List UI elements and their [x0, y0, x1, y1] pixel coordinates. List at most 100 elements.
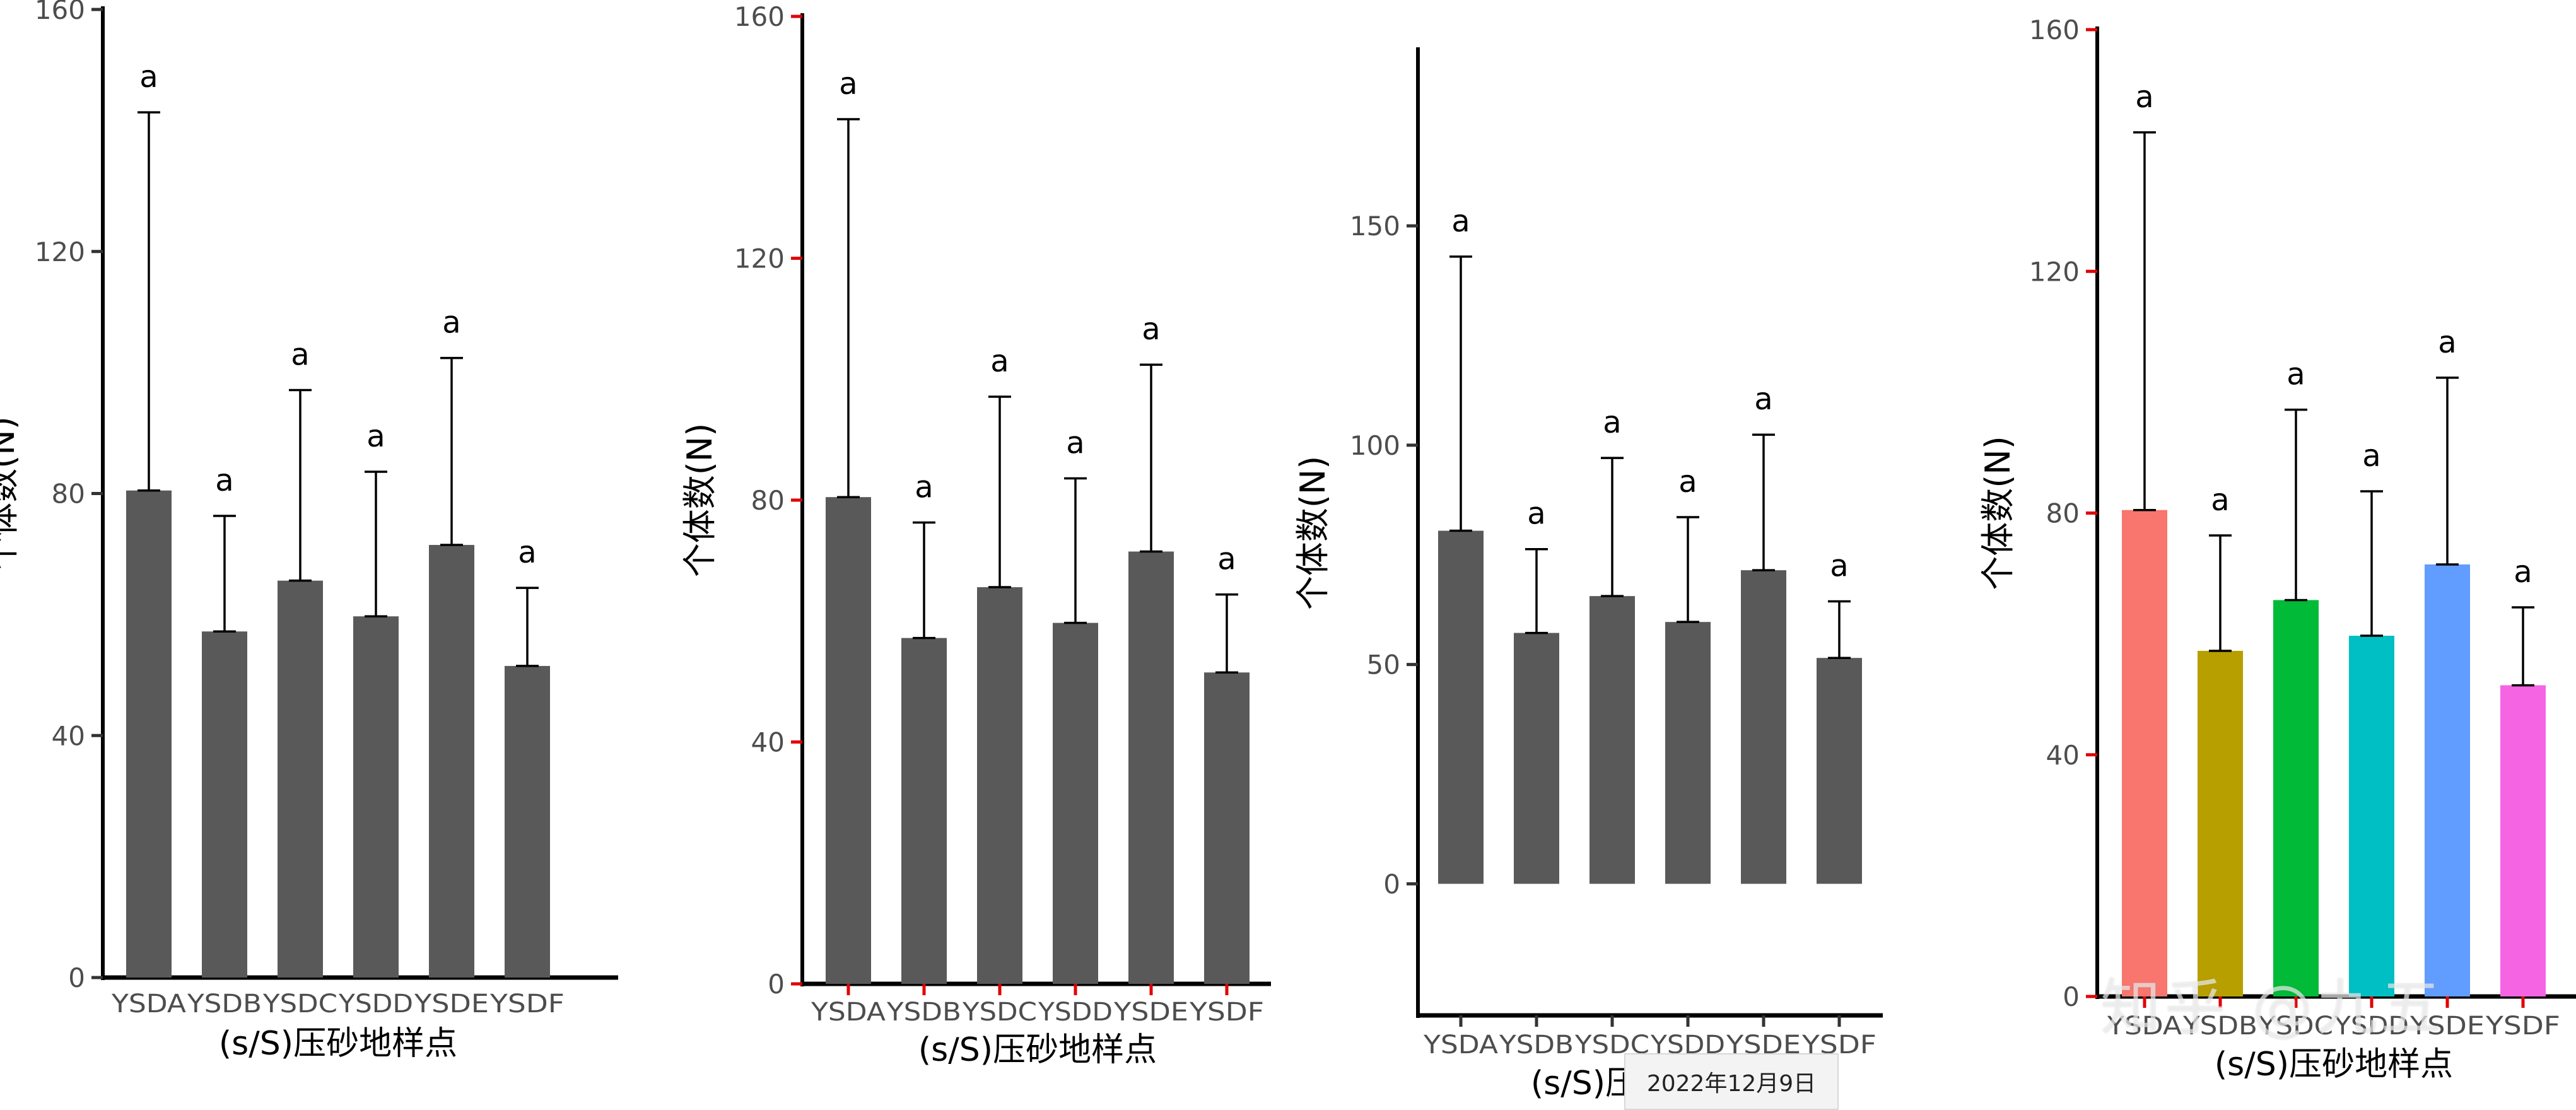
y-tick-label: 100 — [1350, 430, 1400, 461]
significance-letter: a — [2514, 554, 2532, 590]
significance-letter: a — [990, 344, 1009, 379]
bar-YSDE — [2425, 564, 2470, 996]
bar-YSDE — [1128, 551, 1174, 984]
bar-YSDE — [1741, 570, 1786, 884]
y-tick-label: 120 — [2029, 256, 2080, 287]
significance-letter: a — [366, 419, 385, 454]
x-tick-label: YSDD — [2334, 1012, 2409, 1041]
x-tick-label: YSDE — [414, 990, 489, 1019]
y-tick-label: 0 — [768, 969, 785, 1000]
y-axis-title: 个体数(N) — [0, 416, 22, 571]
bar-YSDA — [126, 490, 172, 978]
x-tick-label: YSDE — [2409, 1012, 2485, 1041]
significance-letter: a — [1754, 382, 1772, 417]
significance-letter: a — [1451, 204, 1470, 239]
y-tick-label: 120 — [734, 243, 785, 274]
x-tick-label: YSDC — [262, 990, 337, 1019]
y-tick-label: 120 — [35, 237, 85, 267]
bar-YSDC — [2273, 600, 2319, 996]
significance-letter: a — [215, 463, 233, 498]
y-tick-label: 0 — [1383, 868, 1400, 899]
x-tick-label: YSDA — [111, 990, 187, 1019]
x-tick-label: YSDF — [489, 990, 565, 1019]
x-axis-title: (s/S)压砂地样点 — [2215, 1046, 2453, 1084]
significance-letter: a — [915, 469, 933, 505]
x-tick-label: YSDB — [2182, 1012, 2257, 1041]
date-stamp: 2022年12月9日 — [1624, 1053, 1839, 1110]
x-tick-label: YSDA — [811, 998, 886, 1027]
chart-panel-4: 0 40 80 120 160 a YSDA a YSDB a YSDC a YSDD a YSDE a YSD… — [1978, 15, 2576, 1084]
chart-panel-2: 0 40 80 120 160 a YSDA a YSDB a YSDC a YSDD a YSDE a YSD… — [680, 1, 1271, 1069]
bar-YSDA — [2122, 510, 2167, 996]
significance-letter: a — [518, 535, 536, 570]
y-tick-label: 160 — [35, 0, 85, 25]
significance-letter: a — [1217, 542, 1236, 577]
x-tick-label: YSDA — [1423, 1031, 1499, 1060]
y-tick-label: 160 — [734, 1, 785, 32]
significance-letter: a — [139, 59, 158, 95]
significance-letter: a — [2438, 325, 2456, 360]
x-tick-label: YSDB — [1499, 1031, 1574, 1060]
significance-letter: a — [442, 305, 460, 341]
significance-letter: a — [1603, 405, 1621, 440]
bar-YSDB — [901, 638, 947, 984]
significance-letter: a — [2135, 79, 2153, 115]
y-tick-label: 80 — [52, 479, 85, 510]
significance-letter: a — [839, 66, 857, 102]
y-tick-label: 0 — [2063, 981, 2080, 1012]
significance-letter: a — [1066, 425, 1084, 460]
x-tick-label: YSDD — [1038, 998, 1113, 1027]
bar-YSDD — [1053, 622, 1098, 984]
y-tick-label: 150 — [1350, 211, 1400, 242]
y-tick-label: 0 — [68, 962, 85, 993]
significance-letter: a — [1527, 496, 1545, 532]
x-axis-title: (s/S)压砂地样点 — [219, 1025, 457, 1063]
x-tick-label: YSDD — [338, 990, 413, 1019]
x-tick-label: YSDF — [1189, 998, 1264, 1027]
y-axis-title: 个体数(N) — [680, 423, 720, 578]
y-tick-label: 80 — [751, 485, 785, 516]
significance-letter: a — [2286, 357, 2305, 392]
bar-YSDB — [202, 631, 247, 978]
bar-YSDC — [1590, 596, 1635, 884]
bar-YSDF — [1817, 658, 1862, 884]
bar-YSDE — [429, 545, 474, 978]
y-axis-title: 个体数(N) — [1978, 436, 2018, 590]
x-tick-label: YSDF — [2485, 1012, 2560, 1041]
bar-YSDC — [977, 587, 1022, 984]
x-tick-label: YSDB — [187, 990, 262, 1019]
significance-letter: a — [1142, 312, 1160, 347]
y-axis-title: 个体数(N) — [1293, 456, 1333, 610]
bar-YSDD — [353, 616, 399, 978]
significance-letter: a — [291, 337, 309, 372]
x-axis-title: (s/S)压砂地样点 — [918, 1031, 1157, 1069]
bar-YSDB — [1514, 633, 1559, 884]
bar-YSDA — [1438, 530, 1484, 884]
bar-YSDD — [1665, 622, 1711, 884]
y-tick-label: 40 — [52, 720, 85, 751]
x-tick-label: YSDB — [886, 998, 961, 1027]
bar-YSDF — [1204, 672, 1250, 984]
y-tick-label: 40 — [751, 727, 785, 758]
bar-YSDB — [2198, 650, 2243, 996]
chart-panel-3: 050100150aYSDAaYSDBaYSDCaYSDDaYSDEaYSDF(… — [1293, 47, 1883, 1102]
y-tick-label: 160 — [2029, 15, 2080, 45]
x-tick-label: YSDC — [2258, 1012, 2333, 1041]
significance-letter: a — [2211, 482, 2229, 518]
y-tick-label: 50 — [1367, 650, 1400, 681]
x-tick-label: YSDE — [1113, 998, 1188, 1027]
bar-YSDF — [505, 665, 550, 978]
significance-letter: a — [1678, 464, 1697, 500]
x-tick-label: YSDA — [2107, 1012, 2182, 1041]
y-tick-label: 40 — [2046, 740, 2080, 771]
y-tick-label: 80 — [2046, 498, 2080, 529]
significance-letter: a — [2362, 438, 2380, 474]
chart-panel-1: 0 40 80 120 160 a YSDA a YSDB a YSDC a YSDD a YSDE a YSD… — [0, 0, 618, 1063]
significance-letter: a — [1830, 548, 1848, 583]
x-tick-label: YSDC — [962, 998, 1037, 1027]
bar-YSDA — [826, 497, 871, 984]
bar-YSDC — [278, 580, 323, 978]
bar-YSDD — [2349, 635, 2394, 996]
bar-YSDF — [2500, 685, 2546, 996]
